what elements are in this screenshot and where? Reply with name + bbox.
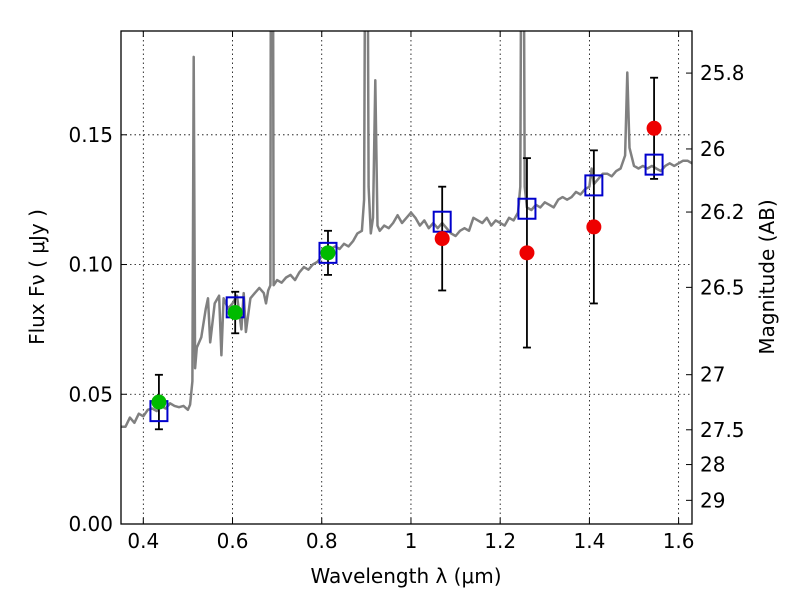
- magnitude-tick-label: 28: [700, 453, 725, 477]
- observed-circle-marker: [227, 305, 243, 321]
- magnitude-tick-label: 25.8: [700, 61, 745, 85]
- model-square-marker: [584, 174, 604, 197]
- model-square-marker: [318, 241, 338, 264]
- magnitude-tick-label: 26.2: [700, 200, 745, 224]
- x-axis-ticks: 0.4 0.6 0.8 1 1.2 1.4 1.6: [127, 31, 695, 553]
- x-tick-label: 0.6: [217, 529, 249, 553]
- observed-circle-marker: [320, 245, 336, 261]
- x-tick-label: 1.2: [484, 529, 516, 553]
- x-tick-label: 1.4: [573, 529, 605, 553]
- x-tick-label: 1.6: [663, 529, 695, 553]
- spectrum-line-layer: [121, 31, 692, 428]
- magnitude-tick-label: 26.5: [700, 275, 745, 299]
- plot-frame: [120, 30, 693, 525]
- observed-circle-marker: [151, 394, 167, 410]
- x-axis-label: Wavelength λ (μm): [310, 564, 501, 588]
- x-tick-label: 0.4: [127, 529, 159, 553]
- magnitude-tick-label: 27.5: [700, 418, 745, 442]
- magnitude-tick-label: 27: [700, 363, 725, 387]
- magnitude-axis-ticks: 25.8 26 26.2 26.5 27 27.5 28 29: [686, 61, 745, 512]
- error-bars: [154, 76, 659, 431]
- model-square-marker: [644, 153, 664, 176]
- y-axis-label: Flux Fν ( μJy ): [25, 209, 49, 345]
- model-square-marker: [517, 197, 537, 220]
- x-tick-label: 1: [405, 529, 418, 553]
- magnitude-axis-label: Magnitude (AB): [755, 199, 779, 354]
- y-tick-label: 0.05: [68, 382, 113, 406]
- observed-circle-marker: [519, 245, 535, 261]
- observed-circle-marker: [586, 219, 602, 235]
- observed-circle-marker: [646, 120, 662, 136]
- grid-lines: [121, 31, 692, 525]
- spectrum-line: [121, 31, 692, 428]
- y-tick-label: 0.00: [68, 512, 113, 536]
- magnitude-tick-label: 29: [700, 488, 725, 512]
- y-axis-ticks: 0.00 0.05 0.10 0.15: [68, 123, 127, 536]
- data-markers: [149, 120, 664, 423]
- magnitude-tick-label: 26: [700, 137, 725, 161]
- y-tick-label: 0.10: [68, 253, 113, 277]
- observed-circle-marker: [434, 231, 450, 247]
- y-tick-label: 0.15: [68, 123, 113, 147]
- x-tick-label: 0.8: [306, 529, 338, 553]
